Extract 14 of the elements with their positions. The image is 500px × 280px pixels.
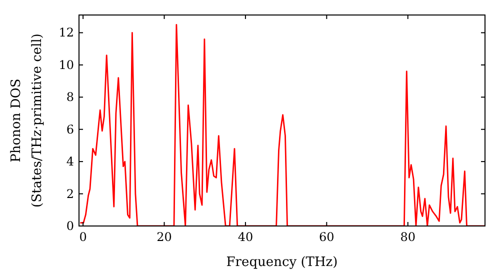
y-tick-label: 0	[66, 219, 74, 233]
y-tick-label: 12	[58, 26, 74, 40]
y-tick-label: 8	[66, 90, 74, 104]
y-tick-label: 4	[66, 154, 74, 169]
x-tick-label: 60	[319, 230, 334, 244]
y-tick-label: 6	[66, 122, 74, 136]
y-tick-label: 2	[66, 186, 74, 201]
x-axis-title: Frequency (THz)	[226, 255, 338, 270]
y-tick-label: 10	[58, 58, 74, 72]
y-axis-title: Phonon DOS (States/THz·primitive cell)	[9, 33, 45, 208]
x-tick-label: 0	[79, 230, 87, 244]
x-tick-label: 80	[400, 230, 416, 244]
x-tick-label: 20	[156, 230, 172, 244]
x-tick-label: 40	[238, 230, 254, 244]
